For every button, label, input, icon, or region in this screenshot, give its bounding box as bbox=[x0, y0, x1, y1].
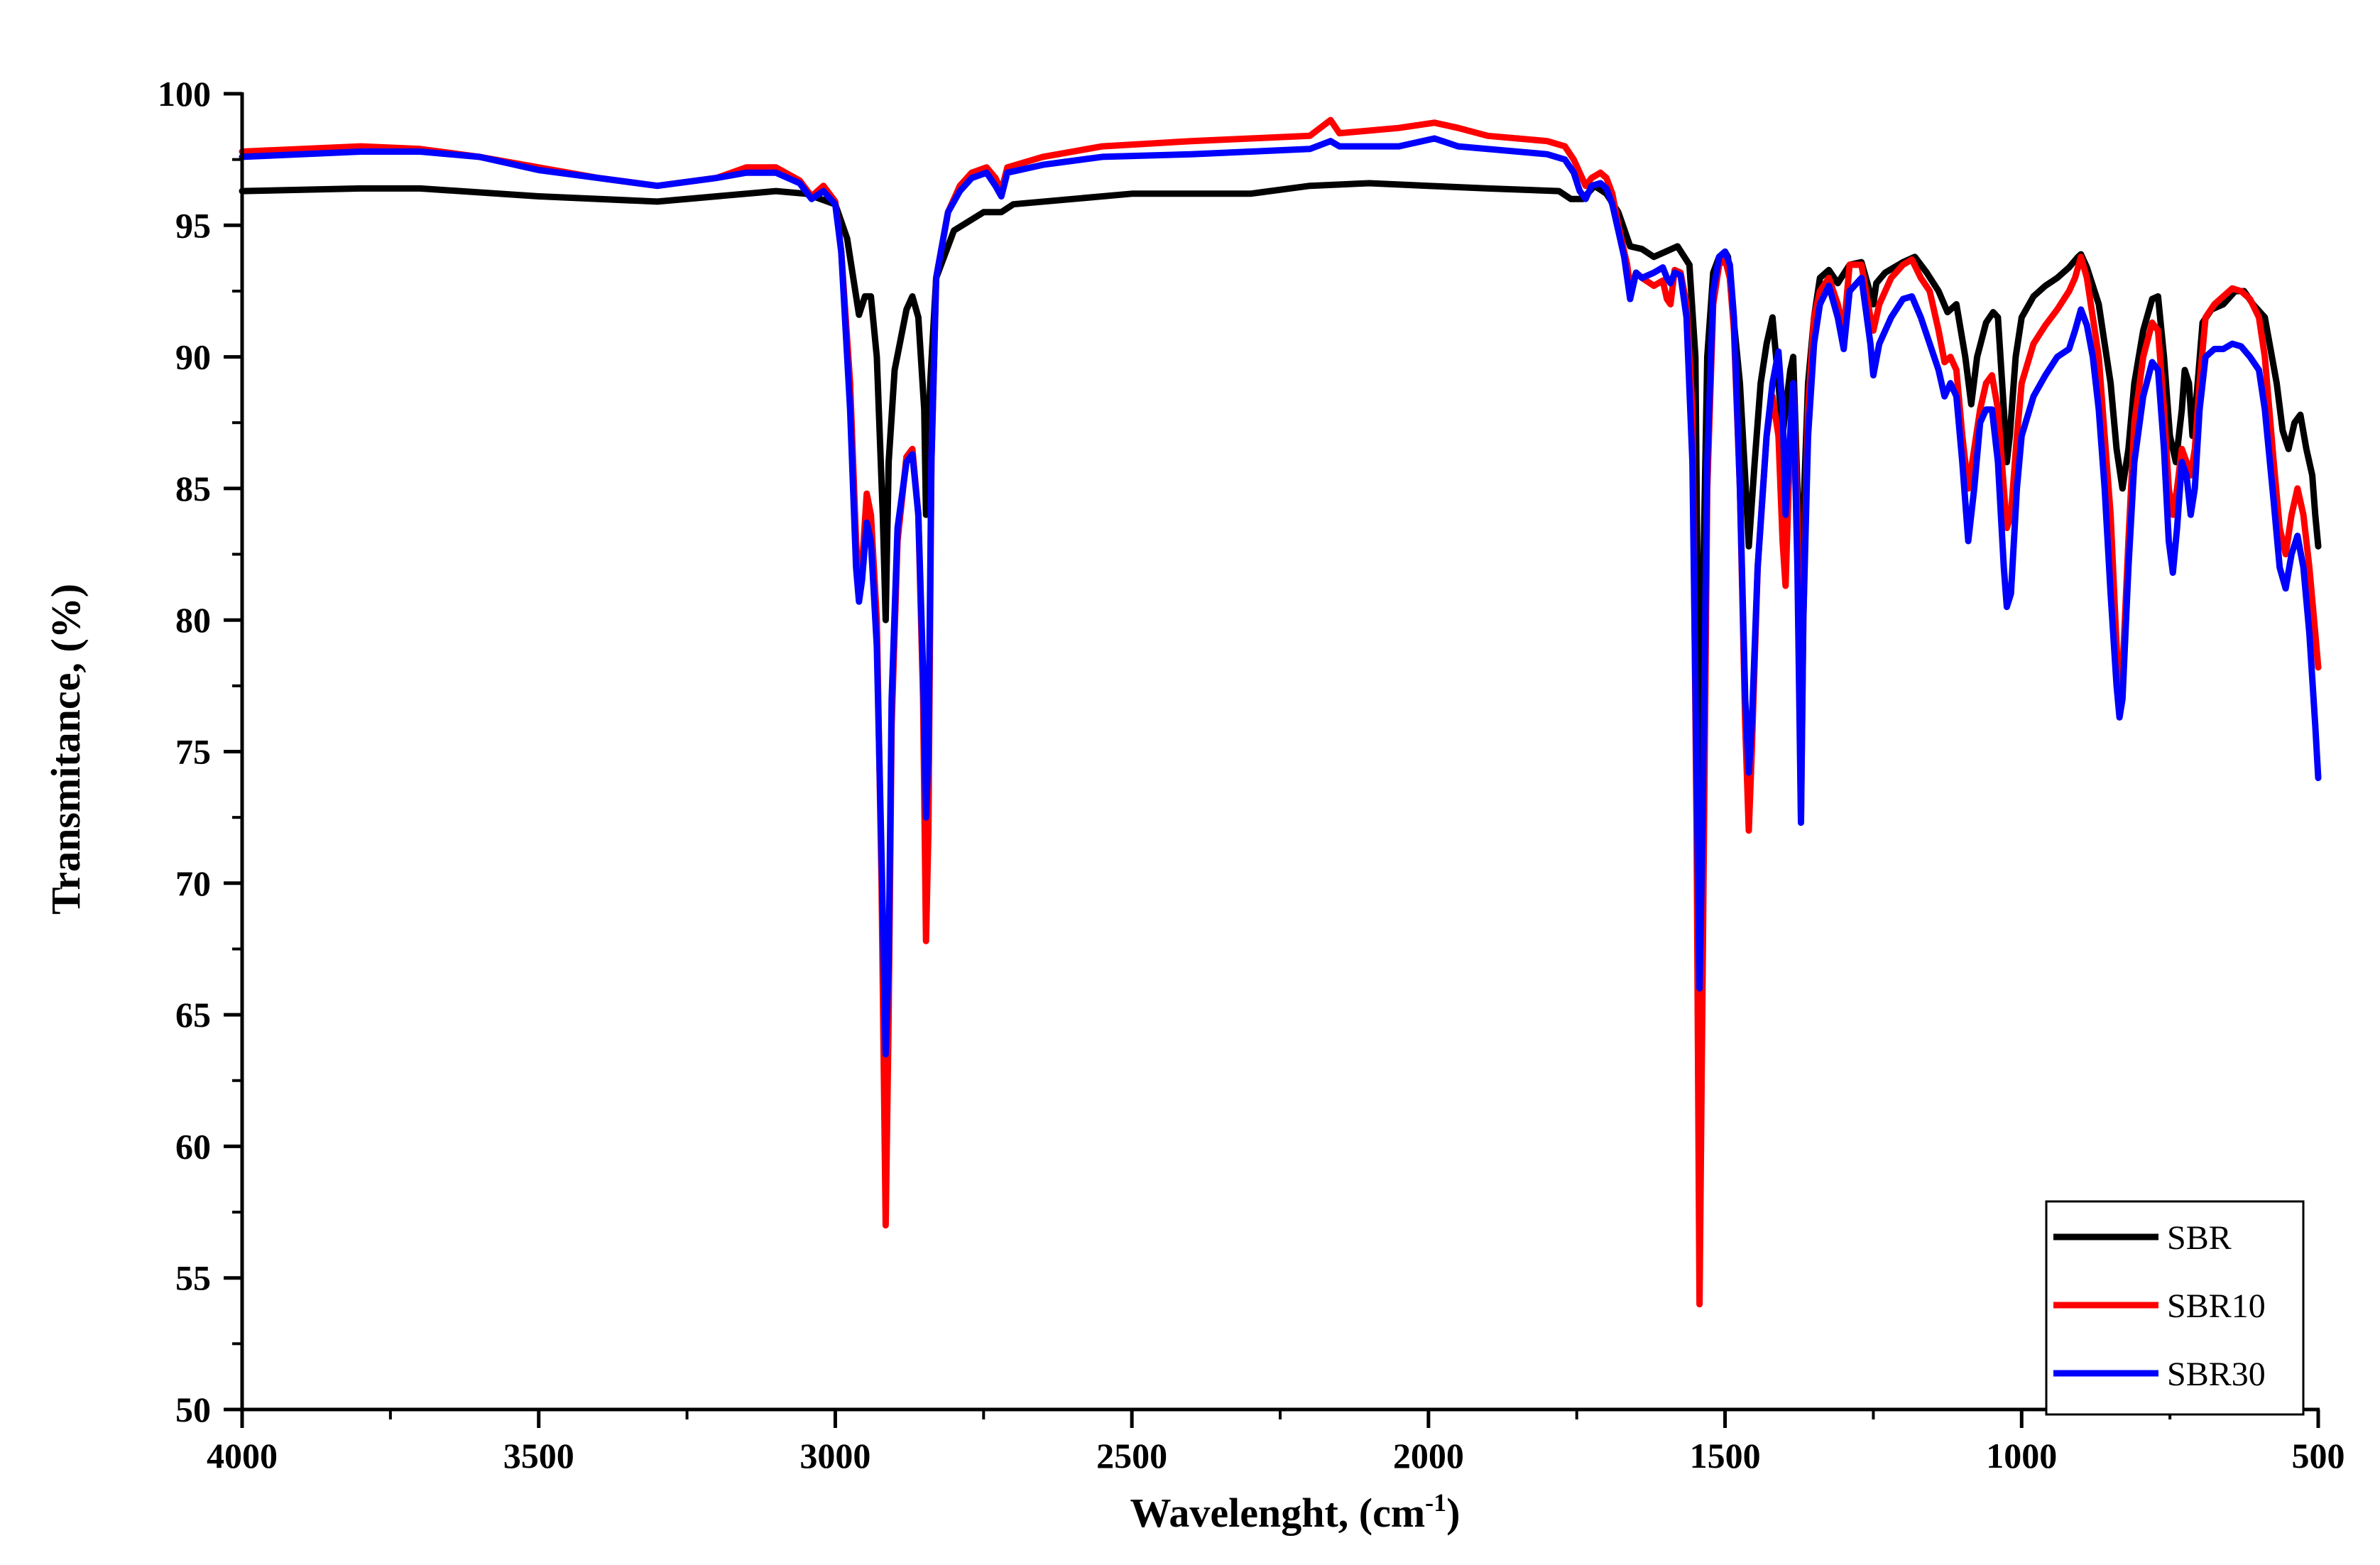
y-tick-label: 85 bbox=[175, 469, 211, 508]
x-tick-label: 500 bbox=[2292, 1436, 2345, 1476]
y-tick-label: 75 bbox=[175, 732, 211, 772]
x-axis-title-superscript: -1 bbox=[1425, 1488, 1446, 1517]
series-line-sbr10 bbox=[239, 116, 2322, 1308]
legend: SBR SBR10 SBR30 bbox=[2045, 1200, 2305, 1416]
legend-label-sbr30: SBR30 bbox=[2167, 1356, 2266, 1393]
x-tick-label: 3500 bbox=[503, 1436, 574, 1476]
legend-label-sbr10: SBR10 bbox=[2167, 1287, 2266, 1325]
y-tick-label: 50 bbox=[175, 1390, 211, 1429]
x-tick-label: 2000 bbox=[1393, 1436, 1464, 1476]
y-tick-label: 55 bbox=[175, 1258, 211, 1298]
series-layer bbox=[239, 116, 2322, 1308]
y-tick-label: 70 bbox=[175, 863, 211, 903]
y-tick-label: 100 bbox=[158, 74, 211, 114]
x-axis-title: Wavelenght, (cm-1) bbox=[1130, 1488, 1461, 1536]
y-axis-title: Transmitance, (%) bbox=[43, 584, 89, 915]
x-axis-title-close: ) bbox=[1446, 1490, 1460, 1536]
axes-layer: 50 55 60 65 70 75 80 85 90 95 100 4000 3500 3000 2500 2… bbox=[158, 74, 2345, 1476]
y-tick-label: 60 bbox=[175, 1126, 211, 1166]
legend-label-sbr: SBR bbox=[2167, 1219, 2232, 1257]
y-tick-label: 65 bbox=[175, 995, 211, 1035]
y-tick-label: 90 bbox=[175, 337, 211, 377]
x-tick-label: 3000 bbox=[799, 1436, 870, 1476]
x-tick-label: 4000 bbox=[207, 1436, 278, 1476]
x-axis-title-main: Wavelenght, (cm bbox=[1130, 1490, 1426, 1536]
x-tick-label: 1500 bbox=[1690, 1436, 1761, 1476]
x-tick-label: 1000 bbox=[1986, 1436, 2057, 1476]
series-line-sbr30 bbox=[239, 135, 2322, 1058]
y-tick-label: 95 bbox=[175, 205, 211, 245]
y-tick-label: 80 bbox=[175, 600, 211, 640]
x-tick-label: 2500 bbox=[1096, 1436, 1167, 1476]
